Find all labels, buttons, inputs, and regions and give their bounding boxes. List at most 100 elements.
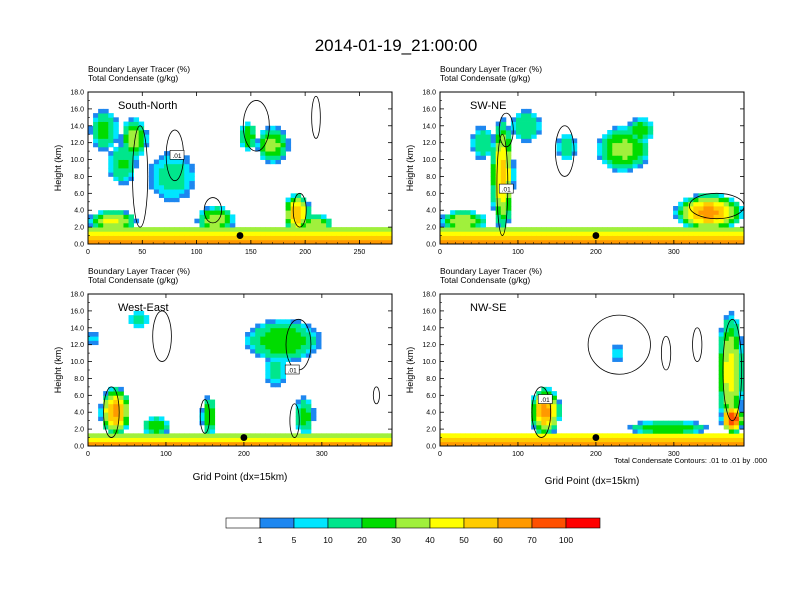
field-cell: [617, 130, 623, 135]
field-cell: [480, 146, 486, 152]
field-cell: [455, 441, 461, 447]
field-cell: [566, 227, 573, 232]
field-cell: [632, 437, 638, 443]
field-cell: [219, 214, 226, 220]
field-cell: [118, 235, 124, 241]
field-cell: [561, 437, 568, 443]
field-cell: [255, 344, 261, 350]
field-cell: [581, 441, 588, 447]
field-cell: [219, 210, 226, 215]
field-cell: [495, 134, 502, 139]
field-cell: [93, 113, 99, 118]
field-cell: [209, 399, 216, 405]
field-cell: [703, 433, 709, 438]
field-cell: [642, 420, 649, 426]
field-cell: [495, 197, 502, 203]
field-cell: [174, 437, 180, 443]
field-cell: [470, 235, 476, 241]
field-cell: [209, 231, 216, 236]
field-cell: [612, 134, 618, 139]
field-cell: [733, 403, 740, 409]
field-cell: [723, 386, 730, 392]
field-cell: [229, 214, 236, 220]
field-cell: [723, 441, 730, 447]
field-cell: [733, 332, 740, 337]
field-cell: [627, 235, 633, 241]
x-tick-label: 100: [191, 249, 203, 256]
field-cell: [169, 197, 175, 203]
field-cell: [103, 416, 109, 422]
field-cell: [561, 134, 568, 139]
field-cell: [728, 197, 735, 203]
field-cell: [490, 239, 497, 245]
field-cell: [290, 336, 297, 341]
field-cell: [229, 235, 236, 241]
field-cell: [637, 155, 644, 160]
field-cell: [123, 168, 129, 173]
field-cell: [184, 437, 190, 443]
field-cell: [245, 146, 251, 152]
field-cell: [632, 142, 638, 148]
field-cell: [556, 408, 562, 413]
field-cell: [285, 138, 292, 144]
field-cell: [118, 159, 124, 165]
field-cell: [321, 437, 327, 443]
field-cell: [265, 130, 271, 135]
field-cell: [485, 231, 492, 236]
field-cell: [495, 130, 502, 135]
field-cell: [652, 420, 659, 426]
field-cell: [138, 239, 145, 245]
condensate-contour: [531, 386, 552, 438]
field-cell: [265, 441, 271, 447]
field-cell: [295, 235, 302, 241]
field-cell: [158, 433, 165, 438]
field-cell: [169, 441, 175, 447]
field-cell: [561, 239, 568, 245]
panel-subtitle: Total Condensate (g/kg): [88, 73, 178, 83]
field-cell: [500, 239, 507, 245]
condensate-contour: [587, 314, 651, 375]
field-cell: [98, 433, 104, 438]
field-cell: [123, 130, 129, 135]
condensate-contour: [152, 310, 172, 362]
field-cell: [698, 441, 704, 447]
x-tick-label: 300: [668, 249, 680, 256]
field-cell: [386, 231, 393, 236]
field-cell: [693, 231, 699, 236]
condensate-contour: [498, 112, 514, 148]
field-cell: [128, 155, 134, 160]
field-cell: [260, 327, 266, 333]
field-cell: [189, 168, 195, 173]
colorbar-label: 50: [459, 535, 469, 545]
field-cell: [376, 239, 383, 245]
field-cell: [285, 222, 292, 228]
field-cell: [204, 424, 210, 430]
field-cell: [199, 420, 205, 426]
field-cell: [531, 408, 537, 413]
field-cell: [118, 424, 124, 430]
field-cell: [678, 239, 684, 245]
field-cell: [495, 206, 502, 211]
field-cell: [260, 332, 266, 337]
field-cell: [526, 231, 532, 236]
field-cell: [204, 420, 210, 426]
field-cell: [250, 441, 256, 447]
field-cell: [88, 227, 94, 232]
field-cell: [718, 433, 725, 438]
field-cell: [485, 138, 492, 144]
field-cell: [586, 227, 593, 232]
field-cell: [708, 214, 714, 220]
field-cell: [571, 138, 578, 144]
field-cell: [310, 416, 317, 422]
field-cell: [245, 138, 251, 144]
field-cell: [371, 235, 378, 241]
y-tick-label: 18.0: [422, 90, 436, 97]
field-cell: [305, 231, 312, 236]
field-cell: [194, 235, 200, 241]
field-cell: [678, 235, 684, 241]
field-cell: [632, 227, 638, 232]
field-cell: [713, 201, 720, 207]
field-cell: [728, 416, 735, 422]
field-cell: [138, 227, 145, 232]
field-cell: [500, 201, 507, 207]
